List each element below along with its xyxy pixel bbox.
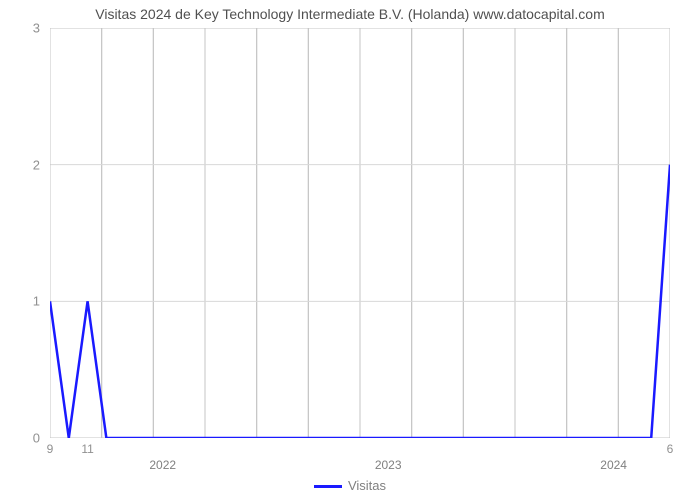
x-tick-major-label: 2022 xyxy=(149,458,176,472)
y-tick-label: 2 xyxy=(33,157,40,172)
chart-title: Visitas 2024 de Key Technology Intermedi… xyxy=(0,6,700,22)
plot-area xyxy=(50,28,670,438)
x-tick-minor-label: 6 xyxy=(667,442,674,456)
x-tick-major-label: 2024 xyxy=(600,458,627,472)
legend-label: Visitas xyxy=(348,478,386,493)
x-tick-minor-label: 9 xyxy=(47,442,54,456)
y-tick-label: 0 xyxy=(33,431,40,446)
y-tick-label: 3 xyxy=(33,21,40,36)
chart-svg xyxy=(50,28,670,438)
y-tick-label: 1 xyxy=(33,294,40,309)
chart-container: Visitas 2024 de Key Technology Intermedi… xyxy=(0,0,700,500)
x-tick-minor-label: 11 xyxy=(81,442,93,456)
legend: Visitas xyxy=(0,478,700,493)
x-tick-major-label: 2023 xyxy=(375,458,402,472)
legend-swatch xyxy=(314,485,342,488)
